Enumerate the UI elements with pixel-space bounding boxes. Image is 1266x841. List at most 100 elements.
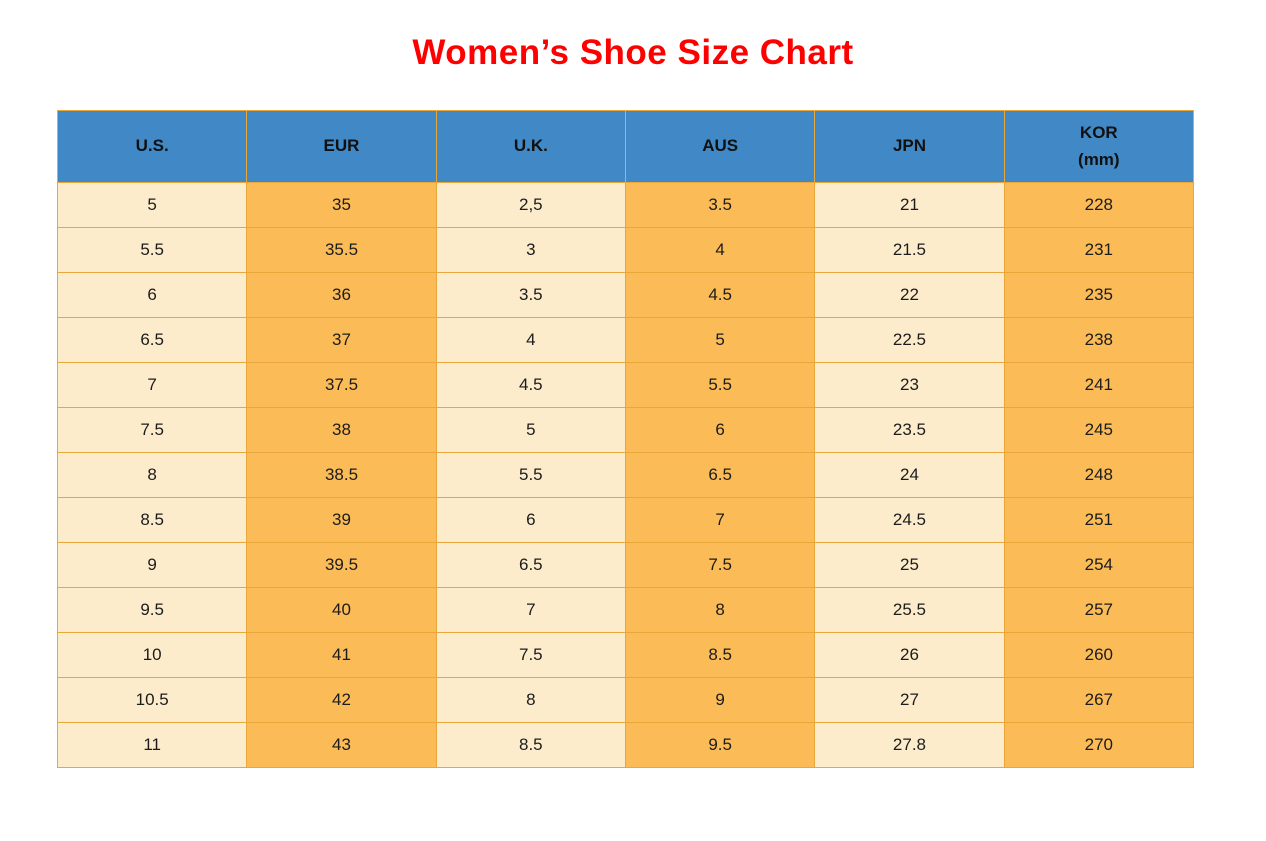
table-row: 10 41 7.5 8.5 26 260 bbox=[56, 632, 1195, 678]
table-cell: 23.5 bbox=[814, 407, 1005, 453]
table-cell: 254 bbox=[1003, 542, 1195, 588]
table-row: 5.5 35.5 3 4 21.5 231 bbox=[56, 227, 1195, 273]
table-cell: 7.5 bbox=[56, 407, 248, 453]
table-row: 6.5 37 4 5 22.5 238 bbox=[56, 317, 1195, 363]
shoe-size-table: U.S. EUR U.K. AUS JPN KOR (mm) 5 35 2,5 3.5 21 228 5… bbox=[56, 110, 1195, 768]
table-cell: 7.5 bbox=[624, 542, 816, 588]
table-cell: 35 bbox=[246, 182, 437, 228]
table-cell: 8.5 bbox=[56, 497, 248, 543]
table-cell: 24.5 bbox=[814, 497, 1005, 543]
table-row: 7 37.5 4.5 5.5 23 241 bbox=[56, 362, 1195, 408]
table-cell: 7 bbox=[435, 587, 626, 633]
column-header-kor-mm: KOR (mm) bbox=[1003, 110, 1195, 183]
table-cell: 248 bbox=[1003, 452, 1195, 498]
table-row: 11 43 8.5 9.5 27.8 270 bbox=[56, 722, 1195, 768]
table-cell: 260 bbox=[1003, 632, 1195, 678]
table-cell: 42 bbox=[246, 677, 437, 723]
table-cell: 6.5 bbox=[435, 542, 626, 588]
table-row: 9.5 40 7 8 25.5 257 bbox=[56, 587, 1195, 633]
table-row: 8.5 39 6 7 24.5 251 bbox=[56, 497, 1195, 543]
table-cell: 4.5 bbox=[624, 272, 816, 318]
header-row: U.S. EUR U.K. AUS JPN KOR (mm) bbox=[56, 110, 1195, 183]
table-cell: 251 bbox=[1003, 497, 1195, 543]
table-row: 8 38.5 5.5 6.5 24 248 bbox=[56, 452, 1195, 498]
table-cell: 40 bbox=[246, 587, 437, 633]
table-cell: 27 bbox=[814, 677, 1005, 723]
table-cell: 5.5 bbox=[624, 362, 816, 408]
table-row: 9 39.5 6.5 7.5 25 254 bbox=[56, 542, 1195, 588]
table-cell: 6 bbox=[435, 497, 626, 543]
table-cell: 7.5 bbox=[435, 632, 626, 678]
table-cell: 10 bbox=[56, 632, 248, 678]
table-cell: 241 bbox=[1003, 362, 1195, 408]
table-cell: 245 bbox=[1003, 407, 1195, 453]
table-cell: 267 bbox=[1003, 677, 1195, 723]
column-header-jpn: JPN bbox=[814, 110, 1005, 183]
column-header-u-k: U.K. bbox=[435, 110, 626, 183]
table-cell: 43 bbox=[246, 722, 437, 768]
table-cell: 8.5 bbox=[624, 632, 816, 678]
table-cell: 9 bbox=[56, 542, 248, 588]
table-cell: 10.5 bbox=[56, 677, 248, 723]
table-cell: 9.5 bbox=[56, 587, 248, 633]
table-cell: 5.5 bbox=[435, 452, 626, 498]
table-cell: 257 bbox=[1003, 587, 1195, 633]
table-cell: 3 bbox=[435, 227, 626, 273]
table-cell: 6 bbox=[624, 407, 816, 453]
table-row: 10.5 42 8 9 27 267 bbox=[56, 677, 1195, 723]
table-cell: 27.8 bbox=[814, 722, 1005, 768]
table-cell: 2,5 bbox=[435, 182, 626, 228]
table-cell: 36 bbox=[246, 272, 437, 318]
table-cell: 6.5 bbox=[624, 452, 816, 498]
table-cell: 8.5 bbox=[435, 722, 626, 768]
table-cell: 8 bbox=[435, 677, 626, 723]
table-cell: 25 bbox=[814, 542, 1005, 588]
table-cell: 22 bbox=[814, 272, 1005, 318]
table-row: 7.5 38 5 6 23.5 245 bbox=[56, 407, 1195, 453]
table-cell: 24 bbox=[814, 452, 1005, 498]
table-cell: 38.5 bbox=[246, 452, 437, 498]
column-header-eur: EUR bbox=[246, 110, 437, 183]
table-cell: 228 bbox=[1003, 182, 1195, 228]
table-cell: 25.5 bbox=[814, 587, 1005, 633]
column-header-aus: AUS bbox=[624, 110, 816, 183]
table-cell: 39.5 bbox=[246, 542, 437, 588]
table-cell: 21 bbox=[814, 182, 1005, 228]
table-cell: 8 bbox=[56, 452, 248, 498]
table-row: 6 36 3.5 4.5 22 235 bbox=[56, 272, 1195, 318]
column-header-u-s: U.S. bbox=[56, 110, 248, 183]
table-cell: 9 bbox=[624, 677, 816, 723]
table-cell: 5.5 bbox=[56, 227, 248, 273]
table-cell: 38 bbox=[246, 407, 437, 453]
table-cell: 3.5 bbox=[435, 272, 626, 318]
table-cell: 41 bbox=[246, 632, 437, 678]
table-cell: 235 bbox=[1003, 272, 1195, 318]
table-head: U.S. EUR U.K. AUS JPN KOR (mm) bbox=[56, 110, 1195, 183]
table-cell: 23 bbox=[814, 362, 1005, 408]
page-title: Women’s Shoe Size Chart bbox=[412, 33, 854, 72]
table-body: 5 35 2,5 3.5 21 228 5.5 35.5 3 4 21.5 231 6 36 3.5 4.5 2… bbox=[56, 182, 1195, 768]
table-cell: 7 bbox=[56, 362, 248, 408]
table-cell: 22.5 bbox=[814, 317, 1005, 363]
table-cell: 37 bbox=[246, 317, 437, 363]
table-cell: 4 bbox=[435, 317, 626, 363]
table-cell: 8 bbox=[624, 587, 816, 633]
table-cell: 26 bbox=[814, 632, 1005, 678]
table-cell: 238 bbox=[1003, 317, 1195, 363]
table-cell: 4 bbox=[624, 227, 816, 273]
table-cell: 9.5 bbox=[624, 722, 816, 768]
table-cell: 270 bbox=[1003, 722, 1195, 768]
table-cell: 5 bbox=[435, 407, 626, 453]
table-cell: 35.5 bbox=[246, 227, 437, 273]
table-cell: 39 bbox=[246, 497, 437, 543]
table-cell: 231 bbox=[1003, 227, 1195, 273]
table-cell: 21.5 bbox=[814, 227, 1005, 273]
table-cell: 7 bbox=[624, 497, 816, 543]
table-cell: 37.5 bbox=[246, 362, 437, 408]
table-cell: 5 bbox=[624, 317, 816, 363]
table-cell: 6 bbox=[56, 272, 248, 318]
table-row: 5 35 2,5 3.5 21 228 bbox=[56, 182, 1195, 228]
table-cell: 4.5 bbox=[435, 362, 626, 408]
table-cell: 11 bbox=[56, 722, 248, 768]
table-cell: 6.5 bbox=[56, 317, 248, 363]
